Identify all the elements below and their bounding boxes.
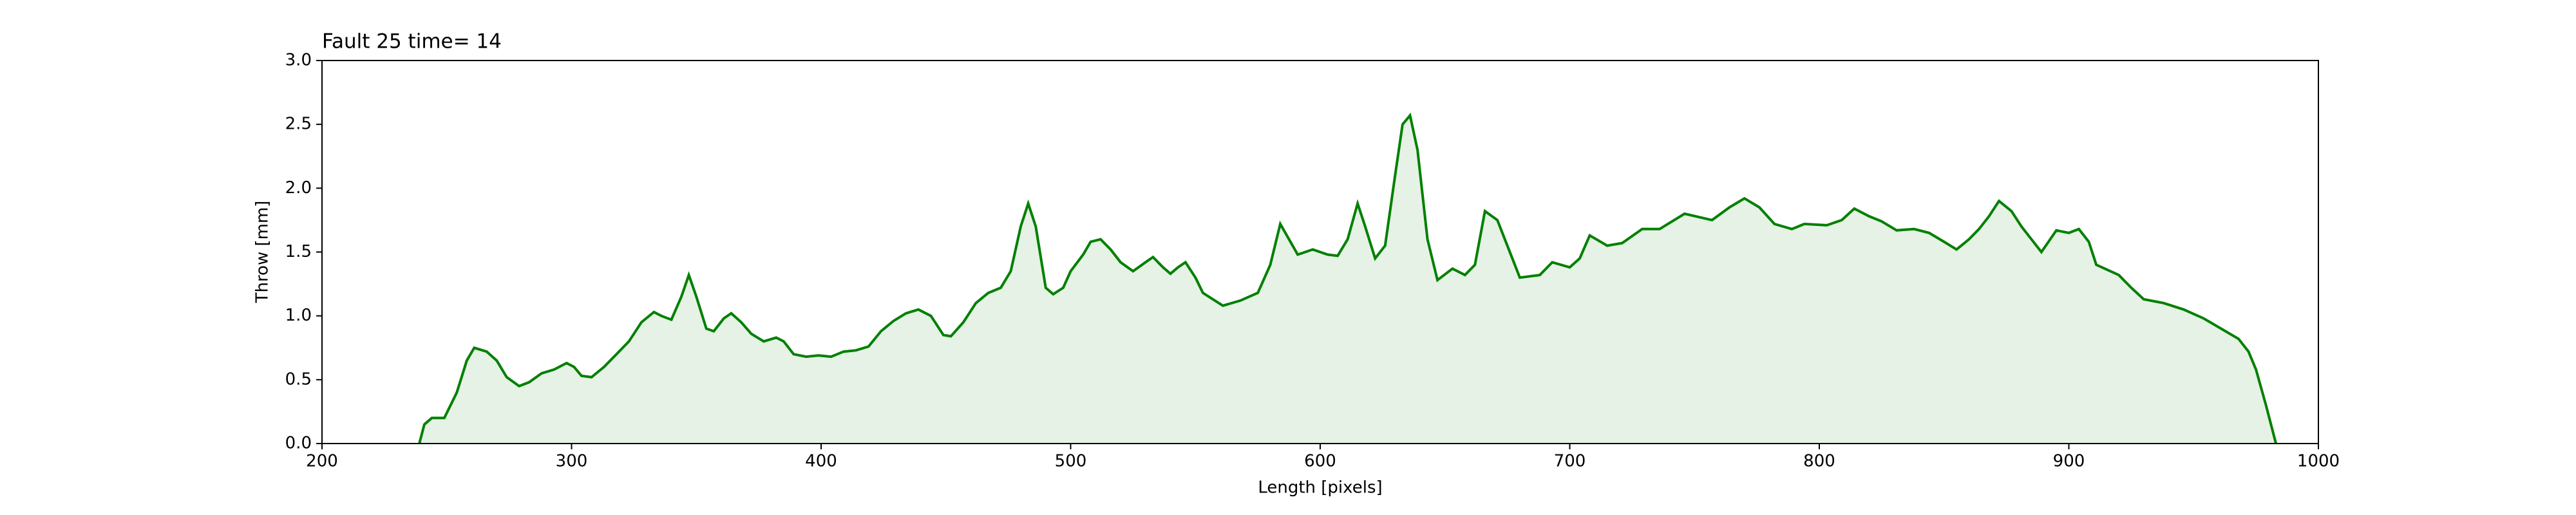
area-fill: [419, 115, 2277, 444]
y-tick-label: 2.0: [285, 178, 312, 198]
y-axis-label: Throw [mm]: [253, 201, 272, 304]
x-axis-label: Length [pixels]: [1258, 478, 1382, 498]
x-tick-label: 300: [556, 452, 588, 471]
x-tick-label: 800: [1803, 452, 1835, 471]
y-tick-label: 1.0: [285, 306, 312, 325]
x-tick-label: 900: [2053, 452, 2085, 471]
x-tick-label: 1000: [2297, 452, 2340, 471]
y-tick-label: 1.5: [285, 242, 312, 261]
y-tick-label: 0.0: [285, 434, 312, 453]
x-tick-label: 500: [1055, 452, 1087, 471]
x-tick-label: 400: [805, 452, 837, 471]
x-tick-label: 200: [306, 452, 338, 471]
line: [418, 112, 2278, 444]
y-tick-label: 0.5: [285, 370, 312, 389]
x-tick-label: 600: [1304, 452, 1336, 471]
y-tick-label: 3.0: [285, 51, 312, 70]
x-tick-label: 700: [1554, 452, 1586, 471]
y-tick-label: 2.5: [285, 115, 312, 134]
chart-title: Fault 25 time= 14: [322, 30, 502, 53]
